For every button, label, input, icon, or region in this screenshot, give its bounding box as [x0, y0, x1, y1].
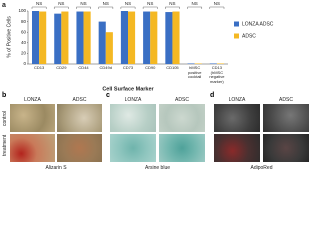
micrograph — [214, 104, 260, 132]
significance-bracket — [54, 6, 69, 9]
bar — [150, 11, 158, 65]
x-tick-label: CD44 — [78, 65, 89, 70]
bar — [120, 11, 128, 64]
significance-bracket — [76, 6, 91, 9]
bar — [143, 11, 151, 65]
significance-label: NS — [147, 1, 153, 6]
y-tick-label: 40 — [21, 40, 27, 45]
micrograph — [110, 104, 156, 132]
bar-chart: a % of Positive Cells Cell Surface Marke… — [2, 1, 274, 92]
micrograph — [263, 134, 309, 162]
row-label: control — [2, 110, 8, 126]
y-axis-title: % of Positive Cells — [6, 16, 12, 58]
y-tick-label: 0 — [23, 61, 26, 66]
panel-letter: c — [106, 92, 110, 99]
column-header: ADSC — [175, 97, 189, 103]
bar — [216, 63, 224, 64]
significance-label: NS — [58, 1, 64, 6]
row-label: treatment — [2, 134, 8, 156]
legend-swatch — [234, 33, 239, 39]
significance-bracket — [120, 6, 136, 9]
x-tick-label: CD13 — [33, 65, 45, 70]
significance-label: NS — [125, 1, 131, 6]
significance-label: NS — [36, 1, 42, 6]
significance-label: NS — [192, 1, 198, 6]
x-tick-label: CD49d — [99, 65, 112, 70]
column-header: LONZA — [24, 97, 41, 103]
bar — [32, 11, 40, 64]
bar — [172, 11, 180, 65]
significance-bracket — [98, 6, 114, 9]
panel-letter: b — [2, 92, 7, 99]
bar — [61, 11, 69, 65]
x-tick-label: CD73 — [122, 65, 134, 70]
significance-label: NS — [103, 1, 109, 6]
column-header: LONZA — [124, 97, 142, 103]
column-header: ADSC — [72, 97, 87, 103]
caption: AdipoRed — [250, 165, 273, 171]
micrograph — [263, 104, 309, 132]
panel-letter: d — [210, 92, 215, 99]
micrograph — [159, 104, 205, 132]
x-tick-label: CD105 — [166, 65, 179, 70]
significance-bracket — [209, 6, 225, 9]
bar — [39, 11, 47, 65]
column-header: LONZA — [228, 97, 246, 103]
micrograph — [159, 134, 205, 162]
micrograph — [10, 104, 55, 132]
significance-label: NS — [80, 1, 86, 6]
x-tick-label: hMSC positive cocktail — [187, 65, 202, 79]
bar — [105, 32, 113, 64]
micrograph — [110, 134, 156, 162]
legend-label: LONZA ADSC — [242, 21, 274, 27]
bar — [165, 12, 173, 64]
significance-bracket — [187, 6, 202, 9]
caption: Arsine blue — [144, 165, 170, 171]
bar — [128, 11, 136, 65]
bar — [194, 63, 202, 64]
x-tick-label: CD13 (hMSC negative marker) — [209, 65, 225, 84]
micrograph — [57, 104, 102, 132]
x-tick-label: CD90 — [145, 65, 156, 70]
x-axis-title: Cell Surface Marker — [102, 86, 154, 92]
x-tick-label: CD29 — [56, 65, 67, 70]
bar — [187, 63, 195, 64]
bar — [54, 13, 62, 64]
bar — [209, 63, 217, 64]
y-tick-label: 80 — [21, 19, 27, 24]
significance-bracket — [165, 6, 180, 9]
bar — [83, 11, 91, 65]
micrograph — [57, 134, 102, 162]
micrograph — [10, 134, 55, 162]
significance-label: NS — [214, 1, 220, 6]
panel-letter: a — [2, 2, 6, 9]
y-tick-label: 100 — [18, 8, 26, 13]
bar — [76, 11, 84, 65]
legend-label: ADSC — [242, 33, 256, 39]
caption: Alizarin S — [45, 165, 67, 171]
significance-label: NS — [169, 1, 175, 6]
y-tick-label: 20 — [21, 51, 27, 56]
significance-bracket — [142, 6, 158, 9]
legend-swatch — [234, 21, 239, 27]
y-tick-label: 60 — [21, 29, 27, 34]
figure: {"chart_data":{"type":"bar","panel_label… — [2, 1, 309, 171]
bar — [98, 21, 106, 65]
micrograph — [214, 134, 260, 162]
significance-bracket — [31, 6, 47, 9]
column-header: ADSC — [279, 97, 293, 103]
